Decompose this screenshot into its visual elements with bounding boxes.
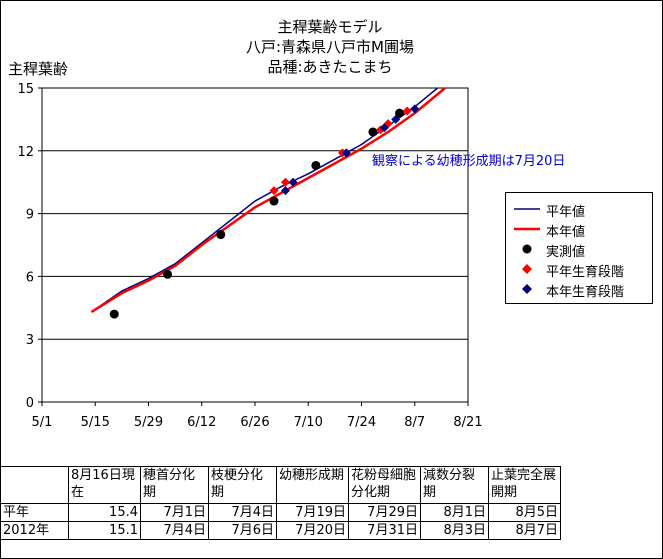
- legend-diamond-symbol: [522, 264, 532, 274]
- table-cell: 15.1: [68, 521, 141, 540]
- table-header-cell: 幼穂形成期: [276, 466, 349, 504]
- legend-label: 実測値: [546, 245, 586, 260]
- y-axis-label: 主稈葉齢: [8, 60, 69, 78]
- legend-line-symbol: [514, 227, 540, 231]
- chart-title-line-3: 品種:あきたこまち: [267, 58, 393, 76]
- table-header-cell: 穂首分化期: [140, 466, 209, 504]
- legend-label: 平年値: [546, 205, 586, 220]
- y-tick-label: 6: [26, 270, 34, 285]
- legend-label: 平年生育段階: [546, 265, 625, 280]
- legend-line-symbol: [514, 208, 540, 210]
- stage-marker: [269, 186, 279, 196]
- table-header-cell: 枝梗分化期: [208, 466, 277, 504]
- plot-area: [41, 87, 469, 403]
- x-tick-label: 6/26: [240, 415, 269, 430]
- stage-marker: [402, 106, 412, 116]
- legend-item: 本年値: [506, 219, 652, 240]
- stage-marker: [288, 177, 298, 187]
- y-tick-label: 12: [17, 145, 34, 160]
- legend: 平年値 本年値 実測値 平年生育段階 本年生育段階: [505, 192, 653, 304]
- y-tick-label: 15: [17, 82, 34, 97]
- table-row: 2012年 15.1 7月4日 7月6日 7月20日 7月31日 8月3日 8月…: [0, 521, 561, 540]
- chart-title-line-1: 主稈葉齢モデル: [277, 18, 383, 36]
- stage-marker: [280, 177, 290, 187]
- series-line: [90, 87, 446, 314]
- y-tick-label: 3: [26, 333, 34, 348]
- table-header-row: 8月16日現在 穂首分化期 枝梗分化期 幼穂形成期 花粉母細胞分化期 減数分裂期…: [0, 466, 561, 504]
- table-cell: 7月6日: [208, 521, 277, 540]
- x-tick-label: 7/24: [347, 415, 376, 430]
- table-header-cell: 減数分裂期: [420, 466, 489, 504]
- legend-dot-symbol: [522, 244, 532, 254]
- table-header-cell: [0, 466, 69, 504]
- table-cell: 15.4: [68, 503, 141, 522]
- legend-diamond-symbol: [522, 284, 532, 294]
- table-row: 平年 15.4 7月1日 7月4日 7月19日 7月29日 8月1日 8月5日: [0, 503, 561, 522]
- x-tick-label: 5/1: [32, 415, 53, 430]
- table-cell: 7月1日: [140, 503, 209, 522]
- legend-item: 実測値: [506, 239, 652, 260]
- table-cell: 7月4日: [140, 521, 209, 540]
- data-point: [368, 127, 378, 137]
- table-cell: 8月7日: [488, 521, 561, 540]
- table-cell: 8月3日: [420, 521, 489, 540]
- table-cell: 7月19日: [276, 503, 349, 522]
- table-header-cell: 8月16日現在: [68, 466, 141, 504]
- table-cell: 7月29日: [348, 503, 421, 522]
- data-point: [109, 309, 119, 319]
- table-cell: 2012年: [0, 521, 69, 540]
- table-cell: 7月31日: [348, 521, 421, 540]
- legend-item: 本年生育段階: [506, 279, 652, 300]
- stage-marker: [280, 186, 290, 196]
- legend-label: 本年値: [546, 225, 586, 240]
- stage-marker: [391, 114, 401, 124]
- chart-title-line-2: 八戸:青森県八戸市M圃場: [246, 38, 414, 56]
- data-point: [216, 230, 226, 240]
- legend-item: 平年値: [506, 199, 652, 220]
- data-point: [269, 196, 279, 206]
- data-point: [163, 269, 173, 279]
- x-tick-label: 8/7: [404, 415, 425, 430]
- table-cell: 7月20日: [276, 521, 349, 540]
- x-tick-label: 5/15: [81, 415, 110, 430]
- table-header-cell: 止葉完全展開期: [488, 466, 561, 504]
- y-tick-label: 9: [26, 208, 34, 223]
- chart-plot: 0 3 6 9 12 15 5/1 5/15 5/29 6/12 6/26 7/10 7/24 8/7 8/…: [17, 82, 482, 430]
- table-cell: 平年: [0, 503, 69, 522]
- table-cell: 8月5日: [488, 503, 561, 522]
- growth-stage-table: 8月16日現在 穂首分化期 枝梗分化期 幼穂形成期 花粉母細胞分化期 減数分裂期…: [0, 466, 561, 540]
- x-tick-label: 6/12: [187, 415, 216, 430]
- x-tick-label: 7/10: [294, 415, 323, 430]
- annotation-text: 観察による幼穂形成期は7月20日: [372, 154, 566, 169]
- table-cell: 8月1日: [420, 503, 489, 522]
- x-tick-label: 5/29: [134, 415, 163, 430]
- legend-label: 本年生育段階: [546, 285, 625, 300]
- y-tick-label: 0: [26, 396, 34, 411]
- x-tick-label: 8/21: [453, 415, 482, 430]
- stage-marker: [379, 123, 389, 133]
- table-header-cell: 花粉母細胞分化期: [348, 466, 421, 504]
- legend-item: 平年生育段階: [506, 259, 652, 280]
- data-point: [395, 108, 405, 118]
- stage-marker: [341, 148, 351, 158]
- stage-marker: [410, 104, 420, 114]
- table-cell: 7月4日: [208, 503, 277, 522]
- data-point: [311, 160, 321, 170]
